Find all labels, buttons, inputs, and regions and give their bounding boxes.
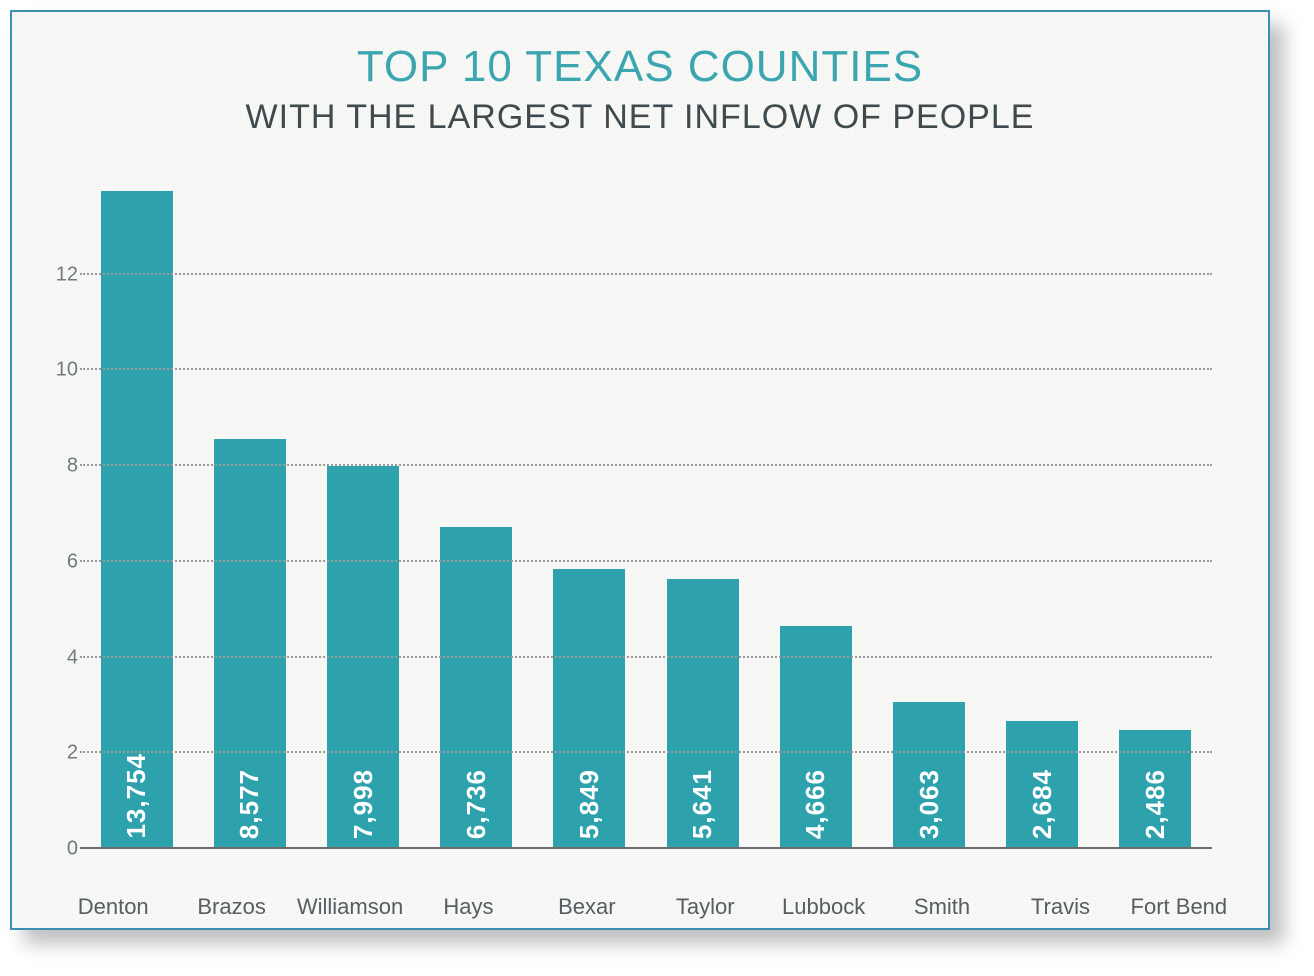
chart-y-tick-label: 4 (50, 646, 78, 669)
chart-bar-value: 2,684 (1027, 769, 1058, 839)
chart-bar-slot: 6,736 (420, 527, 533, 849)
chart-x-label: Lubbock (764, 894, 882, 920)
chart-card: TOP 10 TEXAS COUNTIES WITH THE LARGEST N… (10, 10, 1270, 930)
chart-gridline (80, 464, 1212, 466)
chart-bar: 4,666 (780, 626, 852, 849)
chart-x-labels: DentonBrazosWilliamsonHaysBexarTaylorLub… (54, 894, 1238, 920)
chart-bar-slot: 5,849 (533, 569, 646, 849)
chart-subtitle: WITH THE LARGEST NET INFLOW OF PEOPLE (38, 98, 1242, 137)
chart-bar-value: 6,736 (461, 769, 492, 839)
chart-x-label: Travis (1001, 894, 1119, 920)
chart-bar: 13,754 (101, 191, 173, 849)
chart-bar: 8,577 (214, 439, 286, 849)
chart-x-label: Smith (883, 894, 1001, 920)
chart-bar-slot: 5,641 (646, 579, 759, 849)
chart-bars-container: 13,754 8,577 7,998 6,736 5,849 5,641 4,666 3,06… (80, 179, 1212, 849)
chart-bar: 2,684 (1006, 721, 1078, 849)
chart-gridline (80, 368, 1212, 370)
chart-bar: 5,849 (553, 569, 625, 849)
chart-y-tick-label: 8 (50, 455, 78, 478)
chart-title: TOP 10 TEXAS COUNTIES (38, 42, 1242, 92)
chart-bar-slot: 4,666 (759, 626, 872, 849)
chart-gridline (80, 751, 1212, 753)
chart-y-tick-label: 12 (50, 263, 78, 286)
chart-bar-slot: 3,063 (872, 702, 985, 849)
chart-x-label: Brazos (172, 894, 290, 920)
chart-bar-value: 5,641 (687, 769, 718, 839)
chart-bar-value: 4,666 (800, 769, 831, 839)
chart-bar-value: 8,577 (234, 769, 265, 839)
chart-x-label: Denton (54, 894, 172, 920)
chart-bar-value: 3,063 (914, 769, 945, 839)
chart-x-label: Williamson (291, 894, 409, 920)
chart-bar: 5,641 (667, 579, 739, 849)
chart-baseline (80, 847, 1212, 849)
chart-x-label: Bexar (528, 894, 646, 920)
chart-bar: 3,063 (893, 702, 965, 849)
chart-bar-value: 7,998 (348, 769, 379, 839)
chart-x-label: Fort Bend (1120, 894, 1238, 920)
chart-bar-slot: 8,577 (193, 439, 306, 849)
chart-gridline (80, 273, 1212, 275)
chart-bar-slot: 7,998 (306, 466, 419, 849)
chart-y-tick-label: 10 (50, 359, 78, 382)
chart-outer: TOP 10 TEXAS COUNTIES WITH THE LARGEST N… (0, 0, 1314, 976)
chart-bar: 6,736 (440, 527, 512, 849)
chart-x-label: Taylor (646, 894, 764, 920)
chart-bar: 7,998 (327, 466, 399, 849)
chart-bar-slot: 13,754 (80, 191, 193, 849)
chart-x-label: Hays (409, 894, 527, 920)
chart-bar-value: 2,486 (1140, 769, 1171, 839)
chart-bar-slot: 2,684 (986, 721, 1099, 849)
chart-bar-slot: 2,486 (1099, 730, 1212, 849)
chart-y-tick-label: 0 (50, 838, 78, 861)
chart-bar-value: 13,754 (121, 753, 152, 839)
chart-y-tick-label: 6 (50, 550, 78, 573)
chart-gridline (80, 560, 1212, 562)
chart-bar: 2,486 (1119, 730, 1191, 849)
chart-plot-area: 13,754 8,577 7,998 6,736 5,849 5,641 4,666 3,06… (80, 179, 1212, 849)
chart-bar-value: 5,849 (574, 769, 605, 839)
chart-y-tick-label: 2 (50, 742, 78, 765)
chart-gridline (80, 656, 1212, 658)
